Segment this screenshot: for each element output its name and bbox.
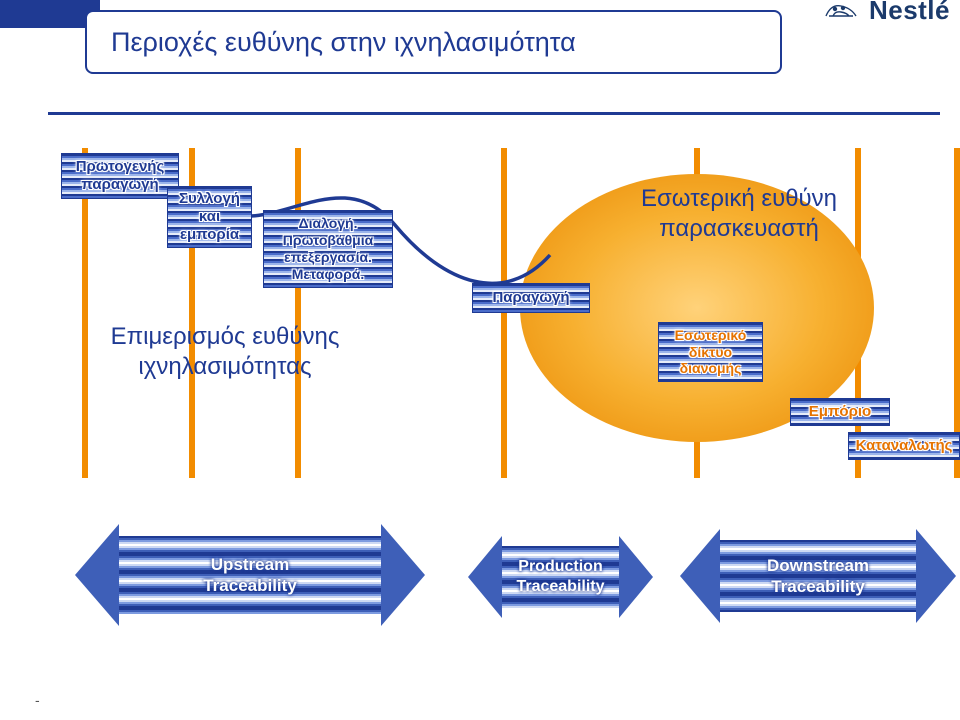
node-collection-trade: Συλλογή και εμπορία	[167, 186, 252, 248]
node-consumer: Καταναλωτής	[848, 432, 960, 460]
vbar	[954, 148, 960, 478]
brand-logo: Nestlé	[821, 0, 950, 26]
brand-name: Nestlé	[869, 0, 950, 26]
arrow-production-label: Production Traceability	[468, 557, 653, 597]
footer-text: -	[35, 692, 40, 708]
arrow-upstream-label: Upstream Traceability	[75, 554, 425, 597]
page-title: Περιοχές ευθύνης στην ιχνηλασιμότητα	[111, 27, 576, 58]
node-commerce: Εμπόριο	[790, 398, 890, 426]
arrow-production: Production Traceability	[468, 546, 653, 608]
node-primary-production: Πρωτογενής παραγωγή	[61, 153, 179, 199]
title-box: Περιοχές ευθύνης στην ιχνηλασιμότητα	[85, 10, 782, 74]
label-allocation: Επιμερισμός ευθύνης ιχνηλασιμότητας	[74, 322, 376, 382]
nest-icon	[821, 0, 861, 26]
arrow-downstream-label: Downstream Traceability	[680, 555, 956, 598]
arrow-downstream: Downstream Traceability	[680, 540, 956, 612]
label-internal-responsibility: Εσωτερική ευθύνη παρασκευαστή	[602, 184, 876, 244]
arrow-upstream: Upstream Traceability	[75, 536, 425, 614]
node-internal-distribution: Εσωτερικό δίκτυο διανομής	[658, 322, 763, 382]
diagram-canvas: Πρωτογενής παραγωγή Συλλογή και εμπορία …	[0, 0, 960, 720]
node-sorting-processing: Διαλογή. Πρωτοβάθμια επεξεργασία. Μεταφο…	[263, 210, 393, 288]
node-production: Παραγωγή	[472, 283, 590, 313]
